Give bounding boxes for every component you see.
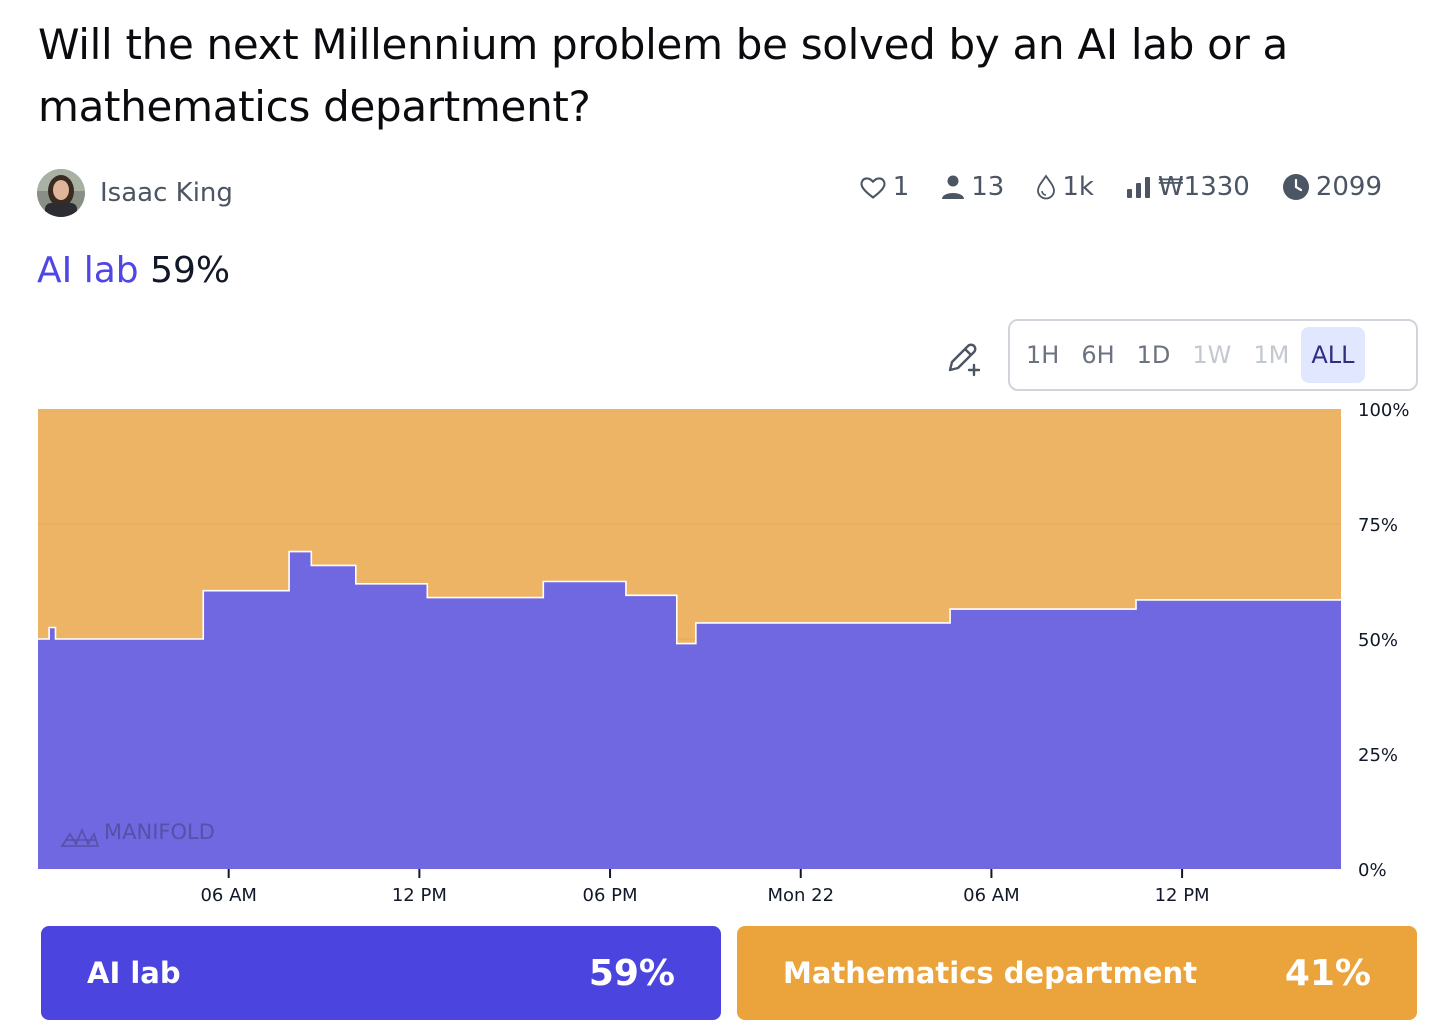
volume-stat[interactable]: ₩1330 [1126,172,1250,202]
creator-name[interactable]: Isaac King [100,178,233,208]
y-tick-label: 75% [1358,515,1398,536]
likes-count: 1 [892,172,910,202]
bar-chart-icon [1126,177,1150,198]
market-stats: 1 13 1k ₩1330 2099 [859,172,1382,202]
traders-count: 13 [971,172,1005,202]
manifold-logo-icon [60,827,100,847]
user-icon [942,175,965,199]
x-tick-label: 06 AM [200,885,256,906]
likes-stat[interactable]: 1 [859,172,910,202]
range-1d[interactable]: 1D [1136,341,1171,369]
traders-stat[interactable]: 13 [941,172,1004,202]
y-tick-label: 25% [1358,745,1398,766]
x-tick-label: 06 AM [963,885,1019,906]
range-1m[interactable]: 1M [1253,341,1290,369]
x-tick-label: Mon 22 [767,885,834,906]
range-1h[interactable]: 1H [1026,341,1060,369]
x-tick-label: 06 PM [583,885,638,906]
liquidity-amount: 1k [1062,172,1094,202]
probability-answer: AI lab [37,250,139,291]
manifold-watermark: MANIFOLD [60,820,215,847]
range-all[interactable]: ALL [1301,327,1365,383]
x-tick-label: 12 PM [1155,885,1210,906]
heart-icon [860,177,886,199]
answer-label: AI lab [87,956,181,990]
add-annotation-button[interactable] [944,340,982,378]
creator[interactable]: Isaac King [37,169,233,217]
answer-label: Mathematics department [783,956,1198,990]
manifold-watermark-text: MANIFOLD [104,820,215,844]
answer-percent: 59% [588,952,675,994]
pencil-plus-icon [948,343,981,377]
droplet-icon [1037,174,1056,200]
y-tick-label: 0% [1358,860,1387,881]
question-title: Will the next Millennium problem be solv… [38,20,1288,131]
range-1w[interactable]: 1W [1192,341,1232,369]
probability-value: 59% [150,250,231,291]
clock-icon [1282,174,1309,200]
probability-chart[interactable]: MANIFOLD 0% 25% 50% 75% 100% 06 AM 12 PM 06 PM Mo… [0,398,1456,918]
answer-ai-lab-button[interactable]: AI lab 59% [41,926,721,1020]
ai-lab-area [38,551,1341,869]
ai-lab-line [38,550,1341,645]
x-tick-label: 12 PM [392,885,447,906]
range-6h[interactable]: 6H [1081,341,1115,369]
answer-percent: 41% [1284,952,1371,994]
time-range-selector: 1H 6H 1D 1W 1M ALL [1008,319,1418,391]
liquidity-stat[interactable]: 1k [1036,172,1094,202]
y-tick-label: 100% [1358,400,1409,421]
answer-math-dept-button[interactable]: Mathematics department 41% [737,926,1417,1020]
current-probability: AI lab 59% [37,250,230,291]
volume-amount: ₩1330 [1157,172,1250,202]
y-tick-label: 50% [1358,630,1398,651]
close-year: 2099 [1315,172,1382,202]
creator-avatar[interactable] [37,169,85,217]
close-date-stat[interactable]: 2099 [1282,172,1382,202]
